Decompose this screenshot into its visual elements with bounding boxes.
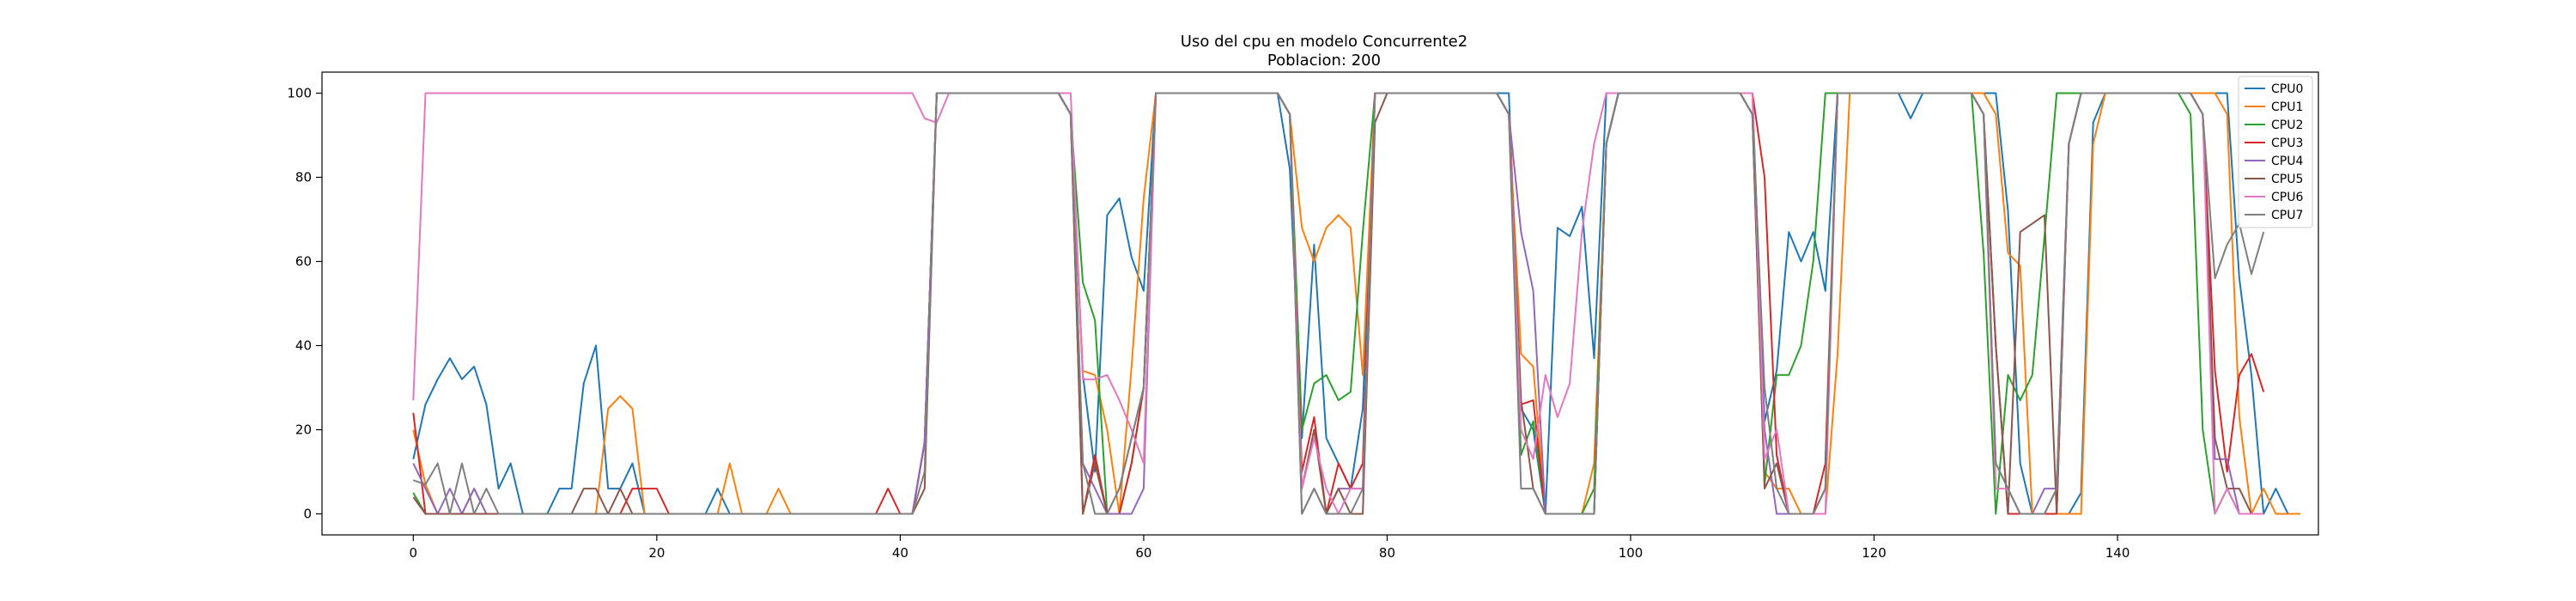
- y-tick-label: 100: [287, 86, 312, 101]
- legend-label: CPU7: [2271, 209, 2303, 222]
- chart-subtitle: Poblacion: 200: [1267, 52, 1381, 70]
- series-line-cpu0: [412, 92, 2300, 515]
- x-tick-label: 80: [1379, 545, 1395, 561]
- x-tick-label: 120: [1862, 545, 1886, 561]
- y-tick-label: 0: [303, 507, 312, 522]
- legend-label: CPU4: [2271, 155, 2303, 168]
- legend-label: CPU3: [2271, 137, 2303, 150]
- plot-frame: [321, 71, 2319, 536]
- legend-label: CPU5: [2271, 173, 2303, 186]
- x-tick-label: 140: [2105, 545, 2130, 561]
- y-tick-label: 80: [295, 170, 312, 185]
- series-lines: [412, 92, 2300, 515]
- legend-label: CPU6: [2271, 191, 2303, 204]
- x-tick-label: 100: [1619, 545, 1643, 561]
- y-tick-label: 20: [295, 422, 312, 438]
- legend-box: [2238, 76, 2313, 228]
- legend: CPU0 CPU1 CPU2 CPU3 CPU4 CPU5 CPU6 CPU7: [2238, 76, 2313, 228]
- axis-ticks: 0 20 40 60 80 100 120 140 0 20 40 60 80 100: [287, 86, 2129, 562]
- x-tick-label: 20: [648, 545, 665, 561]
- x-tick-label: 0: [410, 545, 418, 561]
- legend-label: CPU1: [2271, 100, 2303, 114]
- x-tick-label: 40: [892, 545, 908, 561]
- y-tick-label: 60: [295, 254, 312, 270]
- legend-label: CPU2: [2271, 118, 2303, 132]
- y-tick-label: 40: [295, 338, 312, 354]
- legend-label: CPU0: [2271, 82, 2303, 96]
- series-line-cpu7: [412, 92, 2265, 515]
- chart-title: Uso del cpu en modelo Concurrente2: [1181, 33, 1467, 51]
- x-tick-label: 60: [1135, 545, 1151, 561]
